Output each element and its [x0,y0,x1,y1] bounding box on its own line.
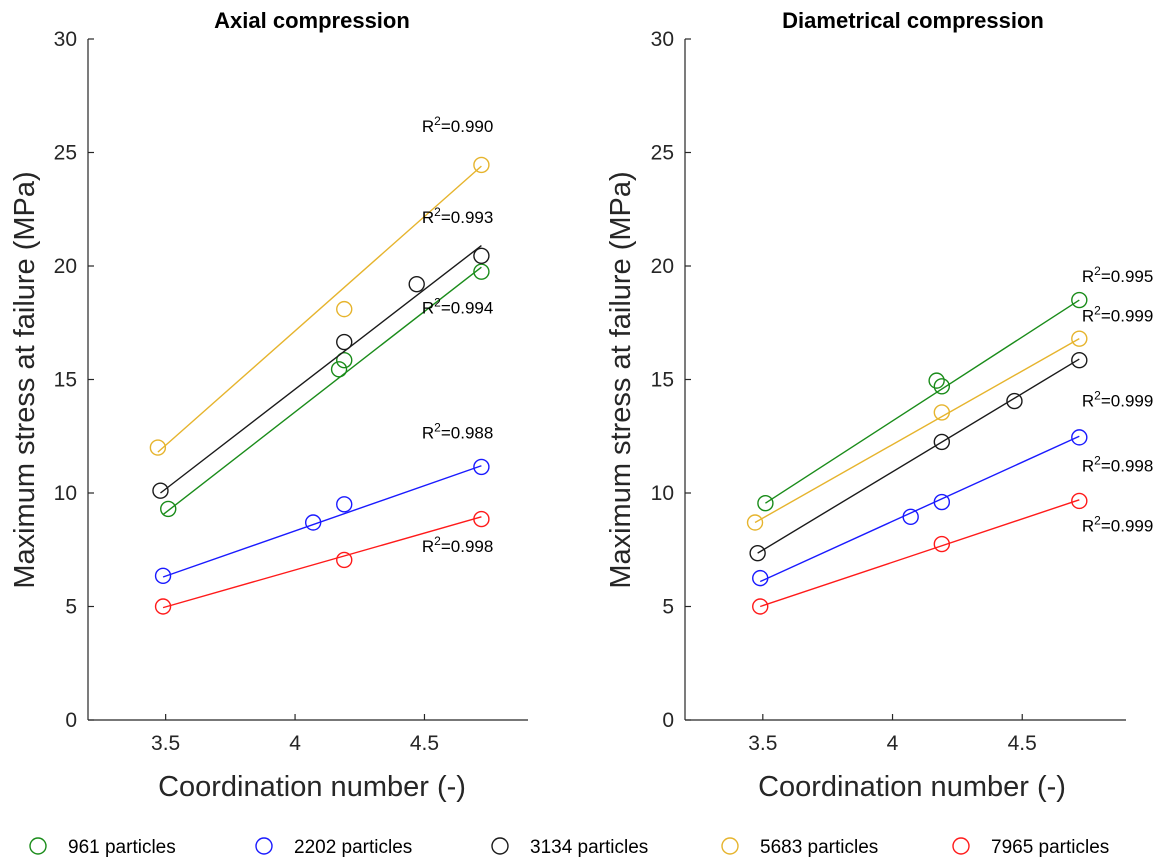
data-point [408,275,425,293]
data-point [330,361,348,378]
r2-annotation: R2=0.995 [1082,264,1153,286]
legend-marker [721,837,739,855]
data-point [933,378,951,395]
data-point [152,482,169,499]
legend-label: 3134 particles [530,837,648,858]
data-point [473,458,490,476]
data-point [757,495,774,512]
y-tick-label: 25 [651,142,674,165]
panel-title: Diametrical compression [782,8,1044,33]
legend: 961 particles 2202 particles 3134 particle… [29,837,1109,858]
legend-label: 2202 particles [294,837,412,858]
fit-line [160,245,482,494]
x-axis-title: Coordination number (-) [158,771,466,803]
panel-title: Axial compression [214,8,410,33]
panel-axial-compression: Axial compression Maximum stress at fail… [9,8,528,803]
r2-annotation: R2=0.999 [1082,304,1153,326]
x-tick-label: 4 [289,732,301,755]
fit-line [754,338,1080,524]
y-tick-label: 30 [54,28,77,51]
y-axis-title: Maximum stress at failure (MPa) [9,171,41,588]
data-point [473,263,490,280]
y-tick-label: 5 [662,596,674,619]
data-point [473,156,490,174]
data-point [1071,330,1088,347]
r2-annotation: R2=0.994 [422,296,493,318]
y-tick-label: 20 [651,255,674,278]
plot-area: 0 5 10 15 20 25 30 3.5 4 4.5 R2=0.995 R2=0.999 R2=0.… [651,28,1153,755]
r2-annotation: R2=0.999 [1082,514,1153,536]
y-tick-label: 25 [54,142,77,165]
fit-line [760,499,1080,608]
data-point [928,372,945,389]
data-point [902,508,919,526]
data-point [752,598,769,615]
data-point [304,514,322,531]
legend-label: 5683 particles [760,837,878,858]
y-tick-label: 10 [651,482,674,505]
x-tick-label: 3.5 [151,732,180,755]
r2-annotation: R2=0.988 [422,421,493,443]
panel-diametrical-compression: Diametrical compression Maximum stress a… [605,8,1153,803]
data-point [1071,429,1088,446]
data-point [336,551,353,569]
fit-line [162,266,482,516]
x-tick-label: 4 [887,732,899,755]
data-point [336,300,353,318]
fit-line [757,358,1080,554]
data-point [933,433,951,451]
data-point [1071,352,1088,369]
data-point [160,500,177,518]
fit-line [162,465,482,578]
data-point [1006,392,1023,410]
x-axis-title: Coordination number (-) [758,771,1066,803]
data-point [336,352,353,369]
y-tick-label: 15 [651,369,674,392]
legend-marker [491,837,509,855]
data-point [336,496,353,513]
data-point [154,567,172,585]
y-tick-label: 0 [65,709,77,732]
r2-annotation: R2=0.990 [422,114,493,136]
data-point [1071,291,1088,309]
data-point [933,404,951,421]
data-point [473,247,490,264]
data-point [149,439,167,456]
fit-line [162,516,482,609]
legend-label: 7965 particles [991,837,1109,858]
fit-line [759,435,1080,583]
y-tick-label: 5 [65,596,77,619]
r2-annotation: R2=0.998 [1082,453,1153,475]
y-tick-label: 20 [54,255,77,278]
r2-annotation: R2=0.998 [422,534,493,556]
data-point [473,510,490,528]
x-tick-label: 4.5 [410,732,439,755]
legend-marker [952,837,970,855]
y-tick-label: 15 [54,369,77,392]
legend-label: 961 particles [68,837,176,858]
y-tick-label: 0 [662,709,674,732]
r2-annotation: R2=0.999 [1082,389,1153,411]
plot-area: 0 5 10 15 20 25 30 3.5 4 4.5 R2=0.990 R2=0.993 R2=0.… [54,28,528,755]
data-point [336,333,353,351]
legend-marker [29,837,47,855]
fit-line [765,299,1080,504]
x-tick-label: 3.5 [748,732,777,755]
fit-line [157,165,482,453]
x-tick-label: 4.5 [1008,732,1037,755]
legend-marker [255,837,273,855]
data-point [154,598,172,615]
data-point [752,569,769,587]
data-point [933,493,951,511]
y-axis-title: Maximum stress at failure (MPa) [605,171,637,588]
data-point [749,544,766,562]
y-tick-label: 10 [54,482,77,505]
r2-annotation: R2=0.993 [422,205,493,227]
y-tick-label: 30 [651,28,674,51]
data-point [1071,492,1088,510]
data-point [933,535,951,553]
data-point [746,514,764,531]
